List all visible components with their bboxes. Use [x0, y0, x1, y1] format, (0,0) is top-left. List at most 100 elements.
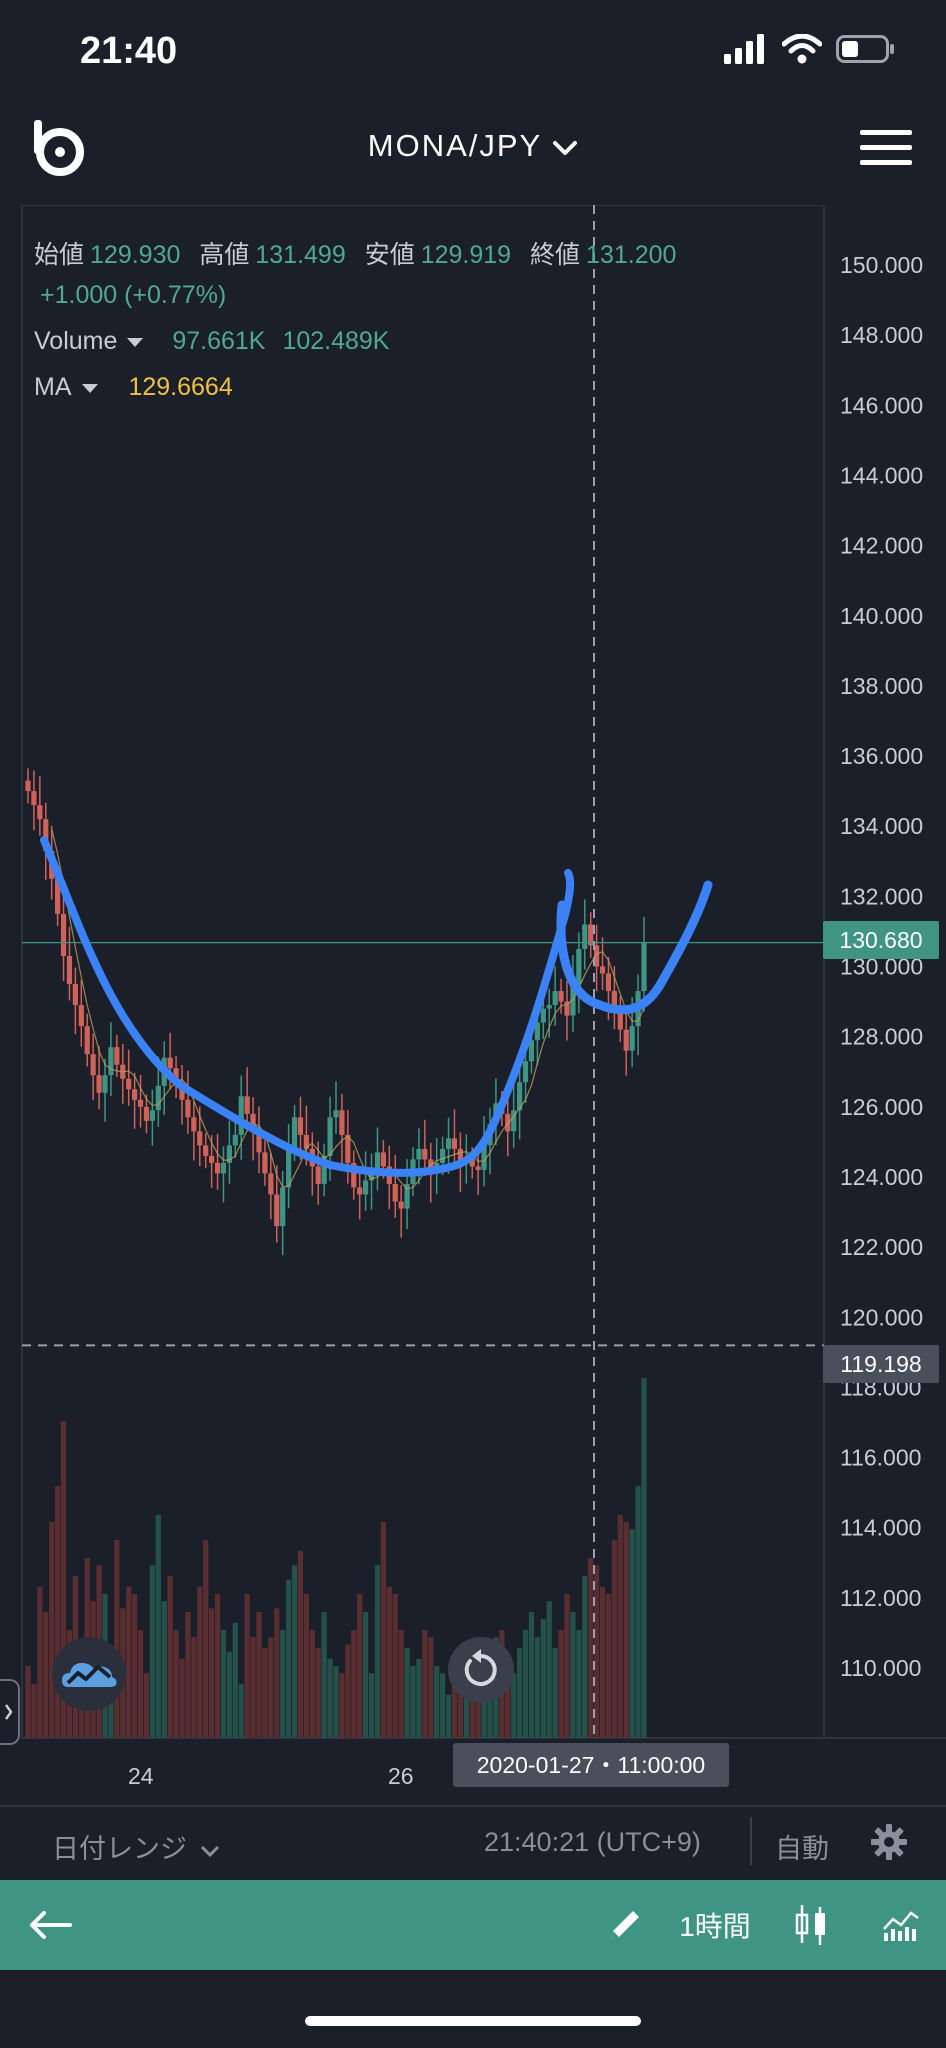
back-button[interactable] [20, 1880, 80, 1970]
volume-bar [582, 1576, 588, 1738]
candle-body [374, 1152, 381, 1170]
volume-legend[interactable]: Volume 97.661K 102.489K [34, 327, 389, 356]
chevron-down-icon [200, 1845, 220, 1858]
volume-bar [398, 1630, 404, 1738]
y-axis-tick-label: 126.000 [840, 1094, 923, 1120]
volume-bar [262, 1648, 268, 1738]
volume-bar [197, 1586, 203, 1738]
candle-body [398, 1201, 404, 1209]
candle-body [220, 1162, 227, 1174]
candle-body [588, 924, 594, 946]
volume-bar [286, 1579, 292, 1738]
candle-body [540, 1008, 546, 1023]
volume-bar [511, 1673, 517, 1738]
volume-bar [37, 1586, 43, 1738]
draw-tool-button[interactable] [600, 1880, 650, 1970]
indicators-icon [883, 1911, 919, 1941]
volume-bar [25, 1666, 31, 1738]
reset-zoom-button[interactable] [448, 1637, 514, 1703]
volume-bar [594, 1565, 600, 1738]
candle-body [286, 1148, 292, 1188]
candle-body [440, 1148, 446, 1163]
candle-body [197, 1131, 203, 1146]
candle-body [321, 1155, 327, 1184]
menu-icon[interactable] [860, 130, 912, 170]
y-axis-tick-label: 112.000 [840, 1585, 921, 1611]
ma-legend[interactable]: MA 129.6664 [34, 373, 233, 402]
volume-bar [351, 1630, 357, 1738]
candle-body [599, 966, 606, 974]
volume-bar [386, 1586, 392, 1738]
chart-type-button[interactable] [786, 1880, 836, 1970]
cloud-chart-button[interactable] [52, 1637, 126, 1711]
volume-value-1: 97.661K [172, 327, 266, 355]
indicators-button[interactable] [876, 1880, 926, 1970]
volume-bar [629, 1529, 635, 1738]
crosshair-price-tag: 119.198 [823, 1345, 939, 1383]
current-price-tag: 130.680 [823, 921, 939, 959]
y-axis-tick-label: 116.000 [840, 1445, 921, 1471]
candle-body [475, 1166, 481, 1170]
date-range-button[interactable]: 日付レンジ [52, 1827, 221, 1866]
candle-body [55, 878, 61, 914]
candle-body [209, 1155, 215, 1163]
volume-bar [291, 1565, 298, 1738]
x-axis-label: 26 [388, 1763, 414, 1789]
y-axis-tick-label: 136.000 [840, 743, 923, 769]
auto-scale-button[interactable]: 自動 [775, 1834, 829, 1864]
y-axis-tick-label: 148.000 [840, 322, 923, 348]
volume-bar [357, 1594, 363, 1738]
volume-bar [392, 1594, 398, 1738]
volume-bar [49, 1522, 55, 1738]
high-label: 高値 [199, 241, 250, 269]
y-axis-tick-label: 122.000 [840, 1234, 923, 1260]
volume-bar [209, 1608, 215, 1738]
candle-body [37, 805, 43, 820]
gear-icon[interactable] [870, 1823, 908, 1861]
ma-line [51, 828, 645, 1190]
caret-down-icon[interactable] [127, 337, 144, 347]
volume-bar [274, 1608, 280, 1738]
volume-bar [552, 1648, 558, 1738]
candle-body [357, 1187, 363, 1195]
candle-body [327, 1117, 333, 1156]
low-value: 129.919 [420, 241, 512, 269]
wifi-icon [782, 34, 822, 64]
bitbank-logo-icon[interactable] [30, 120, 86, 176]
candle-body [404, 1183, 410, 1209]
volume-bar [143, 1673, 150, 1738]
volume-bar [297, 1550, 304, 1738]
side-panel-handle[interactable] [0, 1679, 20, 1745]
candle-body [43, 819, 49, 851]
volume-bar [309, 1630, 315, 1738]
volume-bar [155, 1514, 161, 1738]
volume-bar [517, 1648, 523, 1738]
volume-bar [250, 1637, 256, 1738]
interval-button[interactable]: 1時間 [675, 1880, 755, 1970]
volume-bar [481, 1684, 487, 1738]
volume-bar [380, 1522, 386, 1738]
volume-bar [327, 1658, 333, 1738]
pair-selector[interactable]: MONA/JPY [0, 128, 946, 164]
price-chart[interactable]: 150.000 148.000 146.000 144.000 142.000 140.0… [0, 205, 946, 1805]
candle-body [617, 1008, 623, 1030]
volume-label: Volume [34, 327, 118, 355]
candle-body [179, 1085, 185, 1100]
cloud-chart-icon [62, 1663, 117, 1687]
chart-area[interactable]: 150.000 148.000 146.000 144.000 142.000 140.0… [0, 205, 946, 1805]
close-value: 131.200 [586, 241, 677, 269]
candle-body [214, 1162, 221, 1174]
caret-down-icon[interactable] [81, 383, 98, 393]
candle-body [126, 1078, 132, 1090]
candle-body [558, 991, 564, 1002]
volume-bar [220, 1630, 227, 1738]
volume-bar [238, 1684, 244, 1738]
volume-bar [469, 1673, 475, 1738]
candle-body [363, 1180, 369, 1195]
candle-body [623, 1029, 629, 1051]
y-axis-tick-label: 144.000 [840, 462, 923, 488]
y-axis-tick-label: 146.000 [840, 392, 923, 418]
volume-bar [226, 1651, 232, 1738]
candle-body [469, 1159, 475, 1167]
candle-body [315, 1166, 321, 1184]
